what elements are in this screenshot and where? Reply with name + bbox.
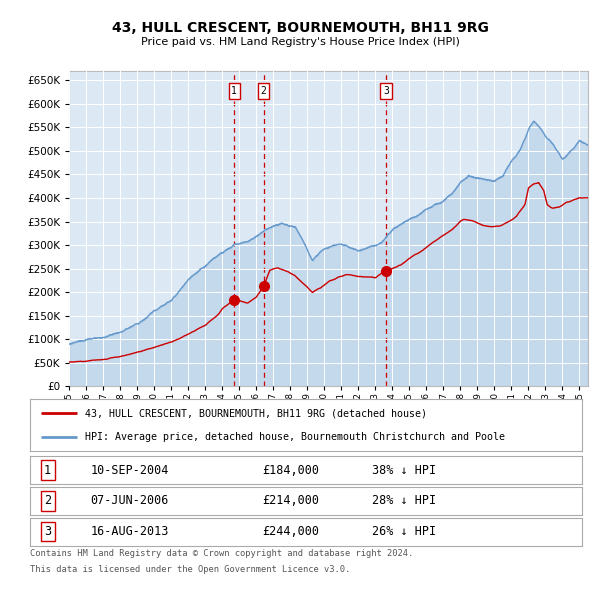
- Text: 26% ↓ HPI: 26% ↓ HPI: [372, 525, 436, 538]
- Text: 1: 1: [231, 86, 237, 96]
- Text: 10-SEP-2004: 10-SEP-2004: [91, 464, 169, 477]
- Text: £184,000: £184,000: [262, 464, 319, 477]
- Text: 07-JUN-2006: 07-JUN-2006: [91, 494, 169, 507]
- Text: 16-AUG-2013: 16-AUG-2013: [91, 525, 169, 538]
- Text: 38% ↓ HPI: 38% ↓ HPI: [372, 464, 436, 477]
- Text: 3: 3: [383, 86, 389, 96]
- Text: This data is licensed under the Open Government Licence v3.0.: This data is licensed under the Open Gov…: [30, 565, 350, 573]
- Text: 28% ↓ HPI: 28% ↓ HPI: [372, 494, 436, 507]
- Text: 43, HULL CRESCENT, BOURNEMOUTH, BH11 9RG (detached house): 43, HULL CRESCENT, BOURNEMOUTH, BH11 9RG…: [85, 408, 427, 418]
- Text: Price paid vs. HM Land Registry's House Price Index (HPI): Price paid vs. HM Land Registry's House …: [140, 38, 460, 47]
- Text: HPI: Average price, detached house, Bournemouth Christchurch and Poole: HPI: Average price, detached house, Bour…: [85, 432, 505, 442]
- Text: 1: 1: [44, 464, 51, 477]
- Text: 2: 2: [44, 494, 51, 507]
- Text: £214,000: £214,000: [262, 494, 319, 507]
- Text: 43, HULL CRESCENT, BOURNEMOUTH, BH11 9RG: 43, HULL CRESCENT, BOURNEMOUTH, BH11 9RG: [112, 21, 488, 35]
- Text: £244,000: £244,000: [262, 525, 319, 538]
- Text: Contains HM Land Registry data © Crown copyright and database right 2024.: Contains HM Land Registry data © Crown c…: [30, 549, 413, 558]
- Text: 2: 2: [261, 86, 266, 96]
- Text: 3: 3: [44, 525, 51, 538]
